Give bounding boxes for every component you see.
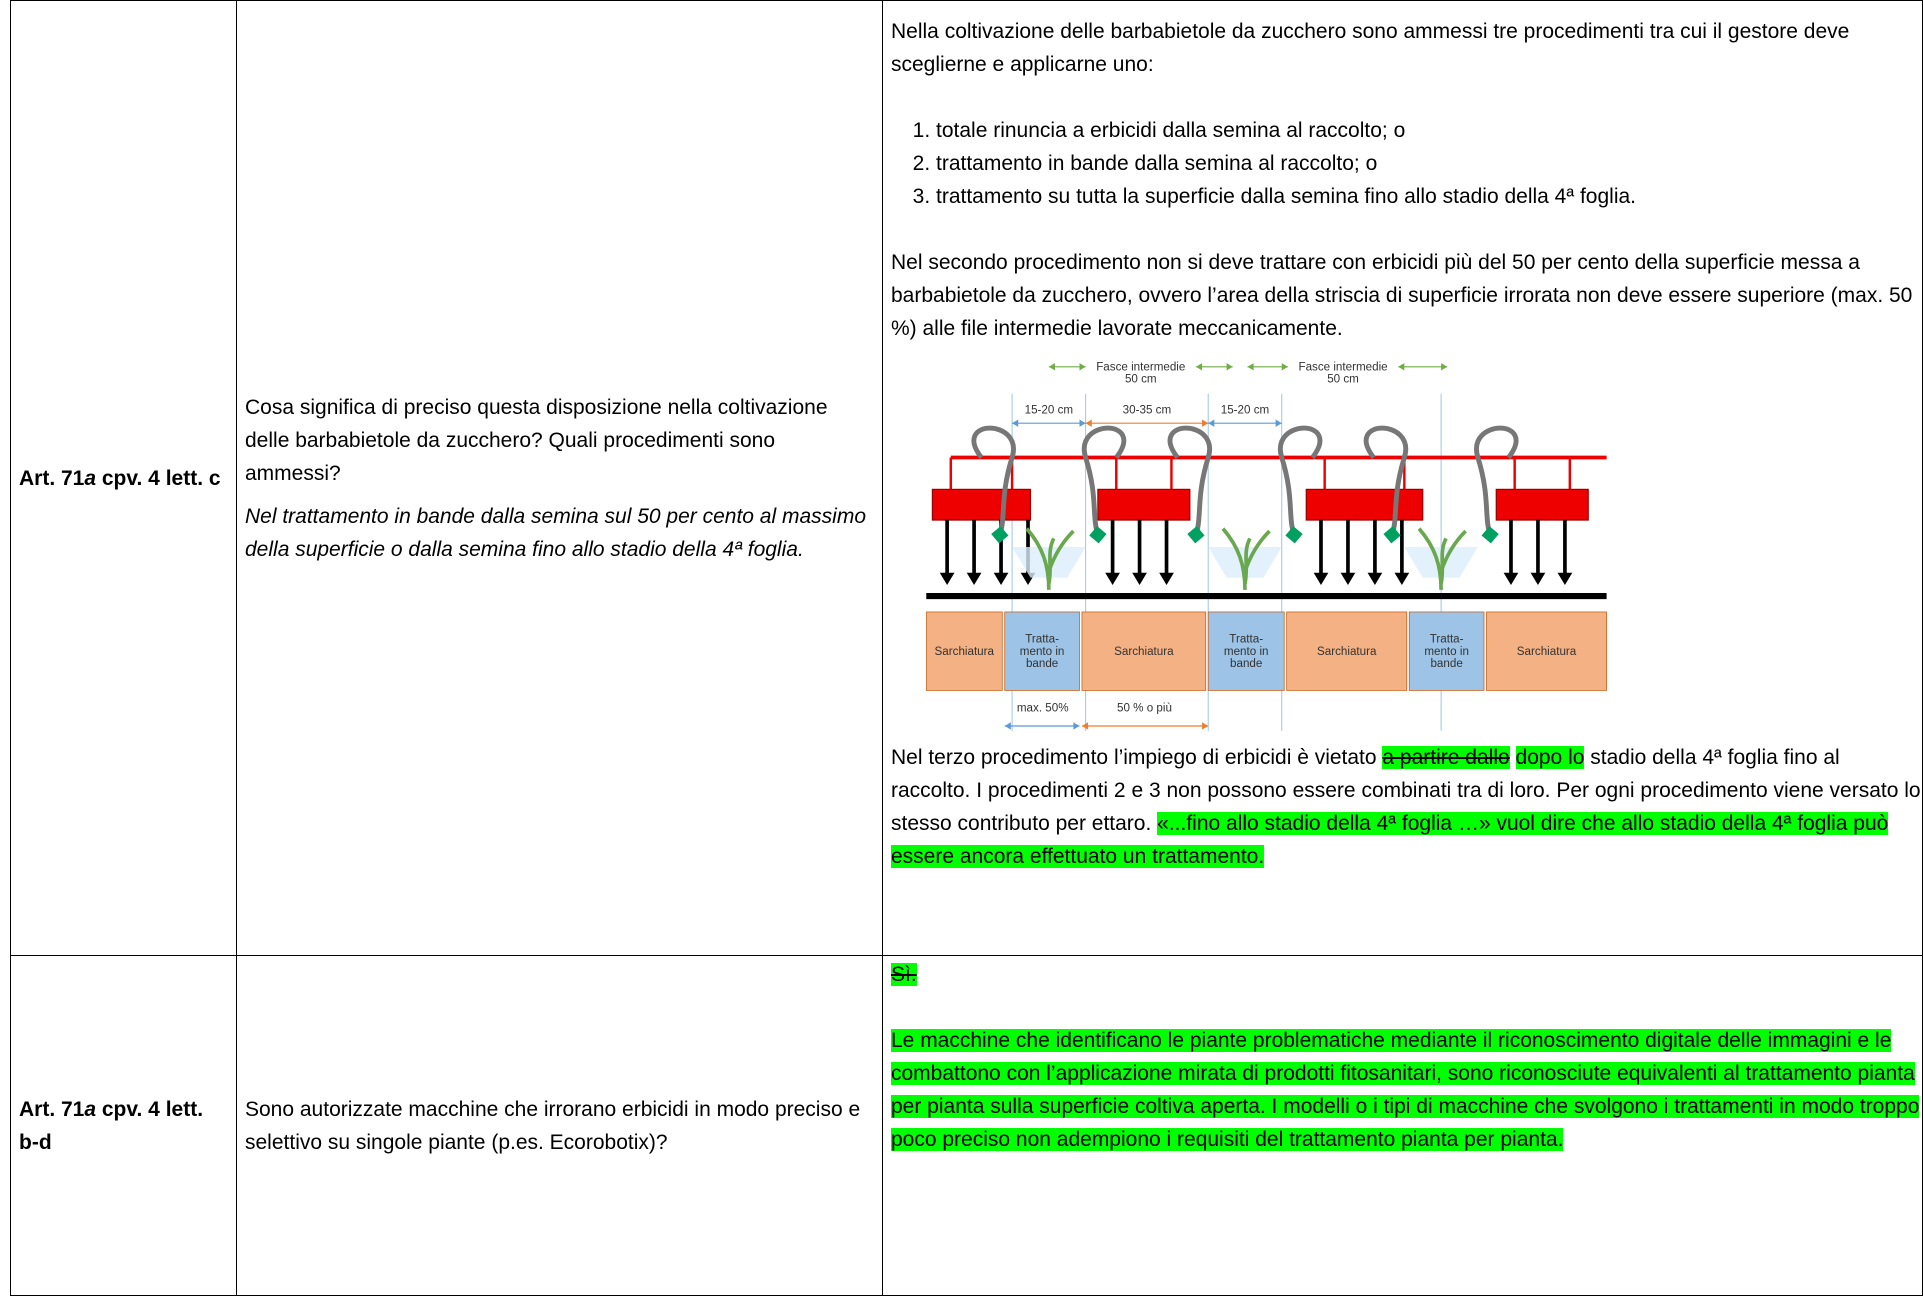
tool-bar	[1305, 488, 1424, 521]
inserted-text: dopo lo	[1515, 746, 1585, 769]
list: totale rinuncia a erbicidi dalla semina …	[891, 114, 1922, 213]
figure-label: 15-20 cm	[1025, 403, 1073, 416]
zone	[1408, 611, 1485, 691]
zone-label: Sarchiatura	[935, 645, 995, 658]
article-cell: Art. 71a cpv. 4 lett. b-d	[10, 955, 237, 1296]
hose	[1081, 425, 1127, 536]
plant	[1221, 527, 1271, 590]
note: Nel trattamento in bande dalla semina su…	[245, 504, 866, 561]
zone	[1081, 611, 1207, 691]
paragraph: Nel secondo procedimento non si deve tra…	[891, 251, 1913, 340]
deleted-text: a partire dallo	[1382, 746, 1510, 769]
article: cpv. 4 lett. c	[96, 466, 221, 490]
tine-head	[1557, 572, 1573, 585]
zone-label: mento in	[1020, 645, 1065, 658]
list-item: trattamento in bande dalla semina al rac…	[936, 147, 1922, 180]
tool-bar	[1495, 488, 1589, 521]
nozzle	[1285, 526, 1303, 544]
plant	[1417, 527, 1467, 590]
tine-head	[1159, 572, 1174, 585]
hose	[1474, 425, 1519, 536]
inserted-text: Le macchine che identificano le piante p…	[891, 1029, 1920, 1151]
zone	[926, 611, 1003, 691]
figure-label: 50 cm	[1125, 373, 1157, 386]
tool-bar	[931, 488, 1032, 521]
zone-label: mento in	[1424, 645, 1469, 658]
faq-table: Art. 71a cpv. 4 lett. c Cosa significa d…	[10, 0, 1923, 1296]
article: a	[84, 1097, 97, 1121]
zone-label: bande	[1026, 657, 1058, 670]
nozzle	[1383, 526, 1401, 544]
zone-label: Sarchiatura	[1517, 645, 1577, 658]
deleted-text: Sì.	[891, 963, 917, 986]
tine-head	[1132, 572, 1147, 585]
figure-label: 50 cm	[1327, 373, 1359, 386]
tine-head	[1503, 572, 1519, 585]
article: cpv. 4 lett. b-d	[19, 1097, 204, 1154]
answer-cell: Nella coltivazione delle barbabietole da…	[882, 0, 1923, 956]
tine-head	[1105, 572, 1120, 585]
nozzle	[1481, 526, 1499, 544]
tine-head	[966, 572, 982, 585]
question: Sono autorizzate macchine che irrorano e…	[245, 1097, 861, 1154]
hose	[971, 425, 1016, 536]
zone	[1207, 611, 1285, 691]
tine-head	[1313, 572, 1329, 585]
zone-label: mento in	[1224, 645, 1269, 658]
zone-label: Tratta-	[1229, 633, 1263, 646]
question-cell: Sono autorizzate macchine che irrorano e…	[236, 955, 883, 1296]
question-cell: Cosa significa di preciso questa disposi…	[236, 0, 883, 956]
article: Art. 71	[19, 1097, 85, 1121]
list-item: trattamento su tutta la superficie dalla…	[936, 180, 1922, 213]
tool-bar	[1097, 488, 1191, 521]
tine-head	[993, 572, 1009, 585]
question: Cosa significa di preciso questa disposi…	[245, 395, 828, 485]
row: Art. 71a cpv. 4 lett. c Cosa significa d…	[10, 0, 1923, 956]
figure-label: 30-35 cm	[1123, 403, 1171, 416]
paragraph: Nella coltivazione delle barbabietole da…	[891, 20, 1850, 76]
tine-head	[1340, 572, 1356, 585]
figure-label: 50 % o più	[1117, 701, 1172, 714]
nozzle	[991, 526, 1009, 544]
zone-label: Sarchiatura	[1317, 645, 1377, 658]
tine-head	[1394, 572, 1410, 585]
hose	[1363, 425, 1409, 536]
figure-label: Fasce intermedie	[1096, 360, 1185, 373]
zone-label: Tratta-	[1430, 633, 1464, 646]
zone-label: bande	[1230, 657, 1262, 670]
row: Art. 71a cpv. 4 lett. b-d Sono autorizza…	[10, 955, 1923, 1296]
hose	[1277, 425, 1323, 536]
plant	[1025, 527, 1075, 590]
article: a	[84, 466, 97, 490]
zone	[1486, 611, 1607, 691]
nozzle	[1089, 526, 1107, 544]
nozzle	[1187, 526, 1205, 544]
zone-label: Sarchiatura	[1114, 645, 1174, 658]
zone	[1004, 611, 1080, 691]
tine-head	[939, 572, 955, 585]
zone-label: bande	[1430, 657, 1462, 670]
article-cell: Art. 71a cpv. 4 lett. c	[10, 0, 237, 956]
hose	[1167, 425, 1213, 536]
zone	[1286, 611, 1408, 691]
figure-label: max. 50%	[1017, 701, 1069, 714]
tine-head	[1367, 572, 1383, 585]
paragraph: Nel terzo procedimento l’impiego di erbi…	[891, 741, 1922, 873]
zone-label: Tratta-	[1025, 633, 1059, 646]
article: Art. 71	[19, 466, 85, 490]
text: Nel terzo procedimento l’impiego di erbi…	[891, 746, 1383, 769]
answer-cell: Sì. Le macchine che identificano le pian…	[882, 955, 1923, 1296]
text: stadio della 4ª foglia fino al raccolto.…	[891, 746, 1921, 835]
text	[1510, 746, 1516, 769]
figure-label: Fasce intermedie	[1298, 360, 1387, 373]
tine-head	[1530, 572, 1546, 585]
list-item: totale rinuncia a erbicidi dalla semina …	[936, 114, 1922, 147]
figure-label: 15-20 cm	[1221, 403, 1269, 416]
